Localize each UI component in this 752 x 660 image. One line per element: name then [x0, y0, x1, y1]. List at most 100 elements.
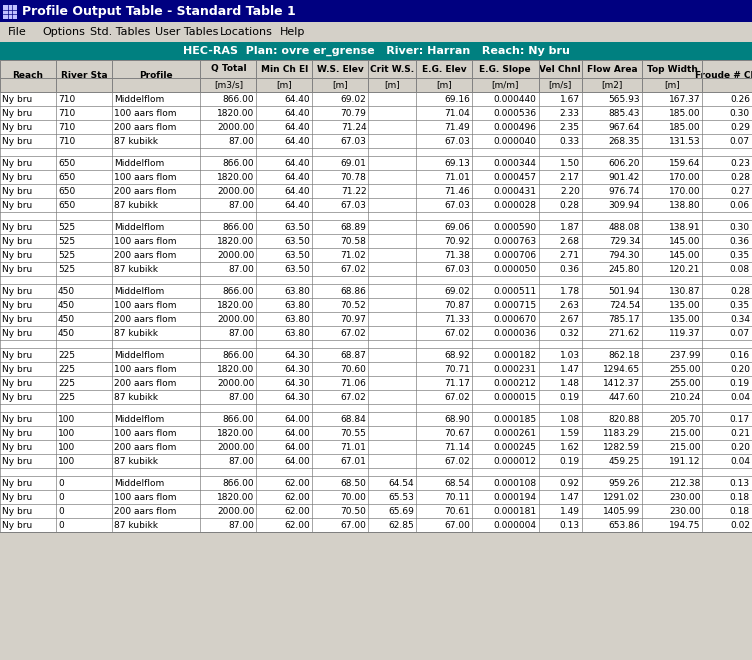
Text: 255.00: 255.00 [669, 364, 700, 374]
Text: 0.000763: 0.000763 [493, 236, 537, 246]
Bar [0, 78, 752, 92]
Text: 119.37: 119.37 [669, 329, 700, 337]
Text: 87.00: 87.00 [229, 201, 254, 209]
Text: 87 kubikk: 87 kubikk [114, 265, 158, 273]
Text: 1.67: 1.67 [559, 94, 580, 104]
Text: Middelflom: Middelflom [114, 158, 164, 168]
Text: 67.02: 67.02 [341, 393, 366, 401]
Text: 87.00: 87.00 [229, 265, 254, 273]
Text: Middelflom: Middelflom [114, 222, 164, 232]
Text: 71.01: 71.01 [341, 442, 366, 451]
Text: 710: 710 [58, 137, 75, 145]
Text: 64.30: 64.30 [285, 364, 311, 374]
Text: 120.21: 120.21 [669, 265, 700, 273]
Text: 64.00: 64.00 [285, 428, 311, 438]
Text: Ny bru: Ny bru [2, 300, 32, 310]
Text: 69.02: 69.02 [444, 286, 470, 296]
Text: 200 aars flom: 200 aars flom [114, 506, 177, 515]
Text: 200 aars flom: 200 aars flom [114, 187, 177, 195]
Text: Middelflom: Middelflom [114, 286, 164, 296]
Text: Ny bru: Ny bru [2, 187, 32, 195]
Text: 100 aars flom: 100 aars flom [114, 236, 177, 246]
Text: 64.00: 64.00 [285, 442, 311, 451]
Text: 87.00: 87.00 [229, 457, 254, 465]
Text: 959.26: 959.26 [608, 478, 640, 488]
Text: 0.000440: 0.000440 [494, 94, 537, 104]
Text: 145.00: 145.00 [669, 251, 700, 259]
Text: 650: 650 [58, 201, 75, 209]
Text: 650: 650 [58, 172, 75, 182]
Text: 0.35: 0.35 [730, 300, 750, 310]
Text: 87 kubikk: 87 kubikk [114, 329, 158, 337]
Text: 70.67: 70.67 [444, 428, 470, 438]
Text: 2000.00: 2000.00 [217, 378, 254, 387]
Bar [0, 532, 752, 660]
Text: 866.00: 866.00 [223, 94, 254, 104]
Text: Options: Options [42, 27, 85, 37]
Text: 0.02: 0.02 [730, 521, 750, 529]
Text: 0.32: 0.32 [559, 329, 580, 337]
Text: Q Total: Q Total [211, 65, 246, 73]
Text: 71.24: 71.24 [341, 123, 366, 131]
Text: Ny bru: Ny bru [2, 222, 32, 232]
Text: Ny bru: Ny bru [2, 350, 32, 360]
Text: 100 aars flom: 100 aars flom [114, 364, 177, 374]
Text: 230.00: 230.00 [669, 492, 700, 502]
Text: 225: 225 [58, 393, 75, 401]
Text: Crit W.S.: Crit W.S. [370, 65, 414, 73]
Text: Ny bru: Ny bru [2, 123, 32, 131]
Text: 68.54: 68.54 [444, 478, 470, 488]
Bar [0, 312, 752, 326]
Bar [0, 92, 752, 106]
Text: 212.38: 212.38 [669, 478, 700, 488]
Text: 71.01: 71.01 [444, 172, 470, 182]
Text: Help: Help [280, 27, 305, 37]
Text: 63.50: 63.50 [284, 236, 311, 246]
Text: 0: 0 [58, 521, 64, 529]
Text: 65.69: 65.69 [388, 506, 414, 515]
Text: 210.24: 210.24 [669, 393, 700, 401]
Text: 565.93: 565.93 [608, 94, 640, 104]
Text: Ny bru: Ny bru [2, 201, 32, 209]
Text: 70.87: 70.87 [444, 300, 470, 310]
Text: 1412.37: 1412.37 [603, 378, 640, 387]
Text: 309.94: 309.94 [608, 201, 640, 209]
Text: 225: 225 [58, 378, 75, 387]
Text: 225: 225 [58, 364, 75, 374]
Text: 0.13: 0.13 [730, 478, 750, 488]
Bar [0, 276, 752, 284]
Text: Vel Chnl: Vel Chnl [539, 65, 581, 73]
Text: 0.000431: 0.000431 [493, 187, 537, 195]
Text: 488.08: 488.08 [608, 222, 640, 232]
Bar [0, 340, 752, 348]
Text: Ny bru: Ny bru [2, 393, 32, 401]
Text: 63.50: 63.50 [284, 222, 311, 232]
Bar [0, 184, 752, 198]
Bar [0, 404, 752, 412]
Text: 0.18: 0.18 [730, 506, 750, 515]
Text: Profile: Profile [139, 71, 173, 81]
Text: 794.30: 794.30 [608, 251, 640, 259]
Text: 1405.99: 1405.99 [603, 506, 640, 515]
Bar [0, 490, 752, 504]
Text: 69.16: 69.16 [444, 94, 470, 104]
Text: 0.000185: 0.000185 [493, 414, 537, 424]
Text: 67.02: 67.02 [444, 457, 470, 465]
Text: 2.35: 2.35 [559, 123, 580, 131]
Text: 67.02: 67.02 [444, 329, 470, 337]
Text: 0.000496: 0.000496 [493, 123, 537, 131]
Bar [0, 0, 752, 22]
Text: 205.70: 205.70 [669, 414, 700, 424]
Text: 87.00: 87.00 [229, 329, 254, 337]
Text: 70.79: 70.79 [341, 108, 366, 117]
Text: 215.00: 215.00 [669, 428, 700, 438]
Text: 67.01: 67.01 [341, 457, 366, 465]
Text: 606.20: 606.20 [608, 158, 640, 168]
Text: 64.54: 64.54 [388, 478, 414, 488]
Text: 0.26: 0.26 [730, 94, 750, 104]
Text: 145.00: 145.00 [669, 236, 700, 246]
Text: 138.91: 138.91 [669, 222, 700, 232]
Text: 167.37: 167.37 [669, 94, 700, 104]
Bar [0, 376, 752, 390]
Text: 63.50: 63.50 [284, 265, 311, 273]
